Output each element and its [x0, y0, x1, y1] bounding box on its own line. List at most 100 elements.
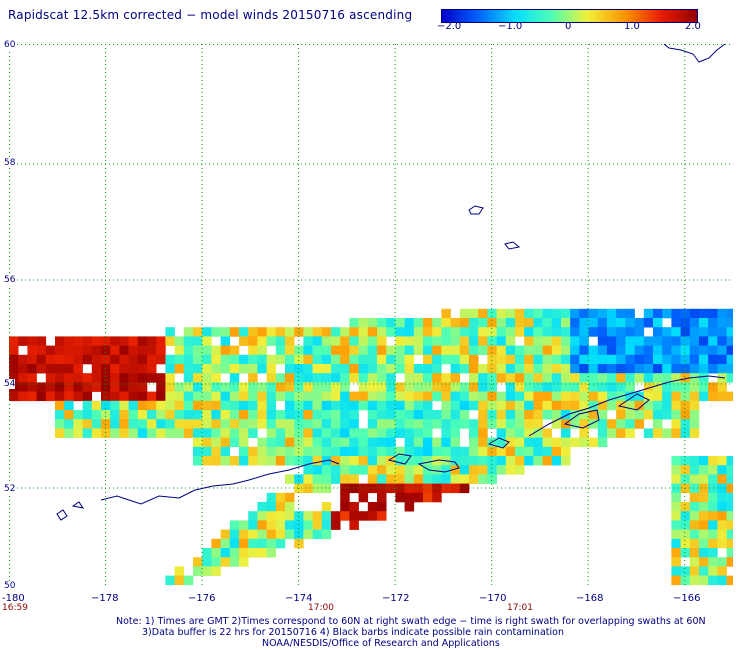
wind-cell [478, 364, 488, 374]
wind-cell [671, 575, 681, 586]
wind-cell [55, 354, 65, 365]
wind-cell [515, 465, 525, 475]
wind-cell [367, 419, 378, 429]
wind-cell [505, 336, 516, 346]
wind-cell [533, 437, 543, 448]
wind-cell [671, 428, 681, 438]
wind-cell [699, 391, 709, 402]
wind-cell [653, 345, 663, 356]
wind-cell [165, 400, 175, 411]
wind-cell [248, 336, 258, 346]
wind-cell [505, 465, 516, 475]
wind-cell [248, 428, 258, 438]
wind-cell [726, 557, 733, 567]
wind-cell [82, 391, 93, 402]
wind-cell [689, 327, 700, 337]
wind-cell [413, 410, 424, 420]
wind-cell [496, 428, 507, 438]
wind-cell [285, 400, 295, 411]
wind-cell [386, 419, 396, 429]
wind-cell [257, 327, 267, 337]
wind-cell [607, 373, 617, 383]
wind-cell [193, 557, 203, 567]
wind-cell [450, 456, 461, 466]
wind-cell [478, 410, 488, 420]
wind-cell [202, 364, 212, 374]
wind-cell [340, 511, 350, 521]
wind-cell [110, 354, 120, 365]
wind-cell [312, 446, 323, 457]
wind-cell [110, 419, 120, 429]
wind-cell [395, 456, 405, 466]
wind-cell [699, 575, 709, 586]
wind-cell [561, 437, 571, 448]
wind-cell [469, 465, 479, 475]
wind-cell [699, 557, 709, 567]
wind-cell [285, 382, 295, 392]
wind-cell [312, 364, 323, 374]
wind-cell [303, 465, 313, 475]
wind-cell [193, 391, 203, 402]
wind-cell [183, 327, 194, 337]
wind-cell [423, 354, 433, 365]
wind-cell [386, 327, 396, 337]
wind-cell [478, 345, 488, 356]
wind-cell [64, 400, 74, 411]
wind-cell [202, 400, 212, 411]
wind-cell [349, 520, 359, 530]
wind-cell [110, 373, 120, 383]
wind-cell [653, 419, 663, 429]
wind-cell [119, 354, 129, 365]
wind-cell [561, 336, 571, 346]
wind-cell [156, 419, 166, 429]
wind-cell [533, 364, 543, 374]
coastline [56, 509, 68, 521]
wind-cell [643, 354, 654, 365]
wind-cell [266, 492, 277, 503]
wind-cell [331, 364, 341, 374]
wind-cell [119, 419, 129, 429]
wind-cell [570, 354, 580, 365]
wind-cell [653, 318, 663, 328]
wind-cell [27, 354, 37, 365]
wind-cell [377, 336, 387, 346]
wind-cell [275, 437, 286, 448]
wind-cell [294, 327, 304, 337]
lat-label-60: 60 [4, 40, 16, 50]
wind-cell [239, 336, 249, 346]
wind-cell [239, 391, 249, 402]
wind-cell [377, 474, 387, 484]
wind-cell [229, 437, 240, 448]
wind-cell [597, 419, 608, 429]
wind-cell [340, 400, 350, 411]
wind-cell [91, 336, 102, 346]
wind-cell [91, 345, 102, 356]
wind-cell [239, 548, 249, 558]
wind-cell [27, 364, 37, 374]
wind-cell [303, 446, 313, 457]
wind-cell [239, 419, 249, 429]
wind-cell [82, 336, 93, 346]
wind-cell [285, 410, 295, 420]
wind-cell [147, 419, 157, 429]
wind-cell [220, 391, 231, 402]
wind-cell [478, 437, 488, 448]
wind-cell [505, 410, 516, 420]
wind-cell [36, 382, 47, 392]
wind-cell [183, 364, 194, 374]
wind-cell [331, 354, 341, 365]
wind-cell [367, 336, 378, 346]
wind-cell [699, 483, 709, 494]
wind-cell [147, 391, 157, 402]
wind-cell [653, 336, 663, 346]
wind-cell [312, 354, 323, 365]
wind-cell [708, 474, 718, 484]
wind-cell [597, 308, 608, 319]
wind-cell [533, 382, 543, 392]
wind-cell [551, 364, 562, 374]
wind-cell [266, 400, 277, 411]
wind-cell [294, 382, 304, 392]
wind-cell [689, 575, 700, 586]
wind-cell [689, 465, 700, 475]
wind-cell [211, 354, 221, 365]
